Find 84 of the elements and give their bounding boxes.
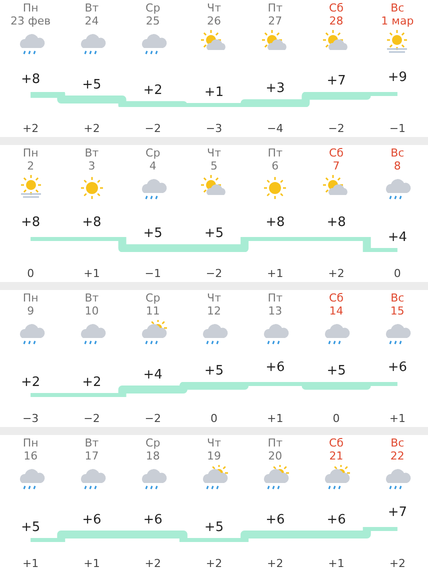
data-label: +7	[326, 74, 346, 89]
data-label: +2	[20, 374, 40, 390]
data-label: +6	[326, 512, 346, 528]
x-tick-label: Вт 24	[84, 1, 100, 28]
data-label: +8	[82, 214, 102, 230]
x-tick-label: Сб 21	[329, 436, 344, 462]
x-tick-label: Вт 17	[84, 436, 100, 462]
text: +2	[144, 556, 161, 570]
text: +1	[389, 412, 406, 425]
data-label: +6	[266, 512, 285, 528]
x-tick-label: Чт 5	[207, 146, 222, 172]
x-tick-label: Сб 7	[329, 146, 344, 172]
text: −1	[389, 122, 406, 135]
data-label: +4	[388, 230, 408, 245]
data-label: +7	[388, 504, 408, 520]
x-tick-label: Вс 8	[390, 146, 404, 172]
text: 0	[332, 412, 340, 425]
x-tick-label: Вс 15	[390, 291, 404, 318]
x-tick-label: Пт 27	[268, 1, 284, 28]
text: −1	[144, 266, 161, 280]
data-label: +3	[266, 81, 285, 96]
text: +1	[328, 556, 344, 570]
text: +1	[84, 266, 100, 280]
text: −2	[84, 412, 100, 425]
data-label: +5	[204, 520, 224, 535]
x-tick-label: Вс 1 мар	[381, 1, 414, 28]
text: +2	[206, 556, 222, 570]
x-tick-label: Чт 19	[207, 436, 222, 462]
x-tick-label: Вс 22	[390, 436, 404, 462]
x-tick-label: Пт 6	[268, 146, 284, 172]
text: +1	[22, 556, 39, 570]
x-tick-label: Чт 12	[207, 291, 222, 318]
data-label: +4	[143, 367, 162, 382]
data-label: +6	[266, 360, 285, 375]
text: −2	[144, 412, 161, 425]
text: −2	[206, 266, 222, 280]
x-tick-label: Ср 18	[146, 436, 160, 462]
data-label: +5	[204, 226, 224, 242]
x-tick-label: Ср 11	[146, 291, 160, 318]
text: +1	[84, 556, 100, 570]
data-label: +8	[266, 214, 285, 230]
x-tick-label: Пн 23 фев	[10, 1, 51, 28]
text: +2	[22, 122, 39, 135]
data-label: +8	[326, 214, 346, 230]
text: −4	[267, 122, 284, 135]
data-label: +6	[388, 360, 408, 375]
text: +2	[84, 122, 100, 135]
text: −3	[22, 412, 39, 425]
x-tick-label: Сб 28	[329, 1, 344, 28]
data-label: +5	[20, 520, 40, 535]
text: 0	[27, 266, 34, 280]
data-label: +9	[388, 70, 408, 85]
data-label: +1	[204, 84, 224, 100]
data-label: +5	[143, 226, 162, 242]
text: +1	[267, 412, 284, 425]
text: 0	[210, 412, 218, 425]
data-label: +5	[204, 364, 224, 379]
data-label: +5	[82, 77, 102, 92]
text: +1	[267, 266, 284, 280]
data-label: +6	[143, 512, 162, 528]
x-tick-label: Пт 13	[268, 291, 284, 318]
x-tick-label: Пт 20	[268, 436, 284, 462]
x-tick-label: Вт 10	[84, 291, 100, 318]
text: +2	[328, 266, 344, 280]
data-label: +8	[20, 72, 40, 87]
x-tick-label: Пн 2	[22, 146, 38, 172]
data-label: +5	[326, 364, 346, 379]
data-label: +6	[82, 512, 102, 528]
x-tick-label: Чт 26	[207, 1, 222, 28]
data-label: +2	[82, 374, 102, 390]
x-tick-label: Пн 16	[22, 436, 38, 462]
text: −3	[206, 122, 222, 135]
x-tick-label: Ср 25	[146, 1, 160, 28]
text: −2	[328, 122, 344, 135]
x-tick-label: Пн 9	[22, 291, 38, 318]
text: −2	[144, 122, 161, 135]
data-label: +2	[143, 83, 162, 98]
x-tick-label: Ср 4	[146, 146, 160, 172]
x-tick-label: Вт 3	[84, 146, 100, 172]
text: 0	[394, 266, 401, 280]
text: +2	[267, 556, 284, 570]
data-label: +8	[20, 214, 40, 230]
text: +2	[389, 556, 406, 570]
x-tick-label: Сб 14	[329, 291, 344, 318]
